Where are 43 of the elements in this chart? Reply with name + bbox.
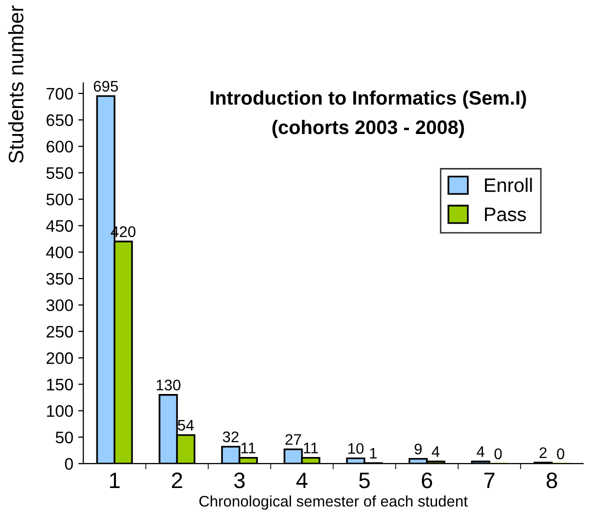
- y-tick-label: 400: [46, 246, 73, 258]
- data-label: 2: [540, 447, 547, 458]
- y-tick-label: 50: [56, 432, 73, 444]
- legend-label: Enroll: [484, 178, 532, 192]
- y-tick-label: 350: [46, 272, 73, 285]
- y-tick-label: 600: [46, 140, 73, 153]
- data-label: 11: [241, 442, 256, 454]
- y-tick-label: 200: [46, 352, 73, 364]
- y-tick-label: 300: [46, 299, 73, 312]
- x-tick-label: 2: [172, 472, 182, 488]
- legend-label: Pass: [484, 208, 526, 222]
- data-label: 27: [285, 434, 301, 445]
- x-tick-label: 4: [296, 472, 308, 488]
- y-tick-label: 650: [46, 114, 73, 126]
- data-label: 54: [178, 420, 194, 431]
- data-label: 4: [476, 446, 484, 457]
- data-label: 695: [94, 80, 118, 92]
- data-label: 0: [556, 448, 564, 460]
- y-tick-label: 550: [46, 167, 73, 179]
- x-tick-label: 1: [110, 472, 120, 488]
- data-label: 9: [414, 444, 422, 454]
- text: Introduction to Informatics (Sem.I) (cohorts 2003 - 2008): [210, 90, 526, 138]
- x-axis-title: Chronological semester of each student: [199, 495, 468, 510]
- data-label: 4: [432, 446, 440, 457]
- data-label: 10: [348, 443, 364, 454]
- y-axis-title: Students number: [8, 6, 24, 163]
- data-label: 0: [494, 448, 502, 460]
- x-tick-label: 3: [234, 472, 245, 488]
- y-tick-label: 250: [46, 326, 73, 338]
- y-tick-label: 150: [47, 378, 73, 390]
- data-label: 1: [370, 448, 377, 459]
- data-label: 11: [304, 442, 318, 454]
- x-tick-label: 6: [422, 472, 432, 488]
- y-tick-label: 700: [46, 88, 73, 100]
- y-tick-label: 500: [46, 194, 73, 206]
- data-label: 32: [222, 431, 238, 442]
- x-tick-label: 8: [546, 472, 558, 488]
- y-tick-label: 450: [46, 220, 73, 232]
- x-tick-label: 7: [484, 472, 494, 488]
- y-tick-label: 100: [47, 405, 73, 417]
- y-tick-label: 0: [64, 458, 73, 470]
- data-label: 130: [156, 380, 180, 390]
- x-tick-label: 5: [359, 472, 370, 488]
